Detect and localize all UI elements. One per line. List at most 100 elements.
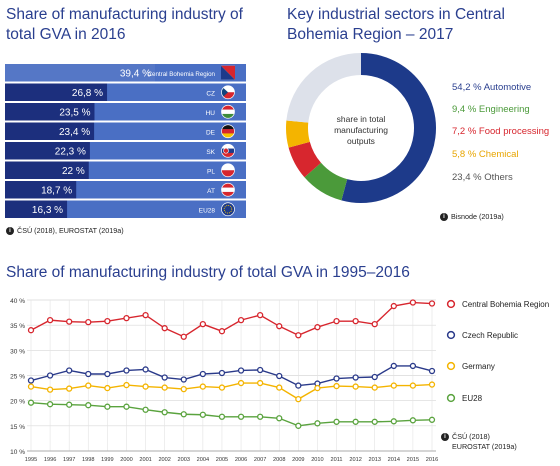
bar: [5, 161, 89, 179]
series-point: [237, 367, 245, 374]
series-point: [428, 367, 436, 375]
x-tick-label: 2008: [273, 457, 285, 463]
flag-ring: [221, 182, 235, 197]
flag-band: [221, 187, 235, 193]
series-point: [352, 374, 359, 381]
legend-label: Central Bohemia Region: [462, 300, 549, 309]
bar-category-label: PL: [207, 169, 215, 176]
series-point: [295, 396, 302, 403]
series-point: [199, 411, 207, 418]
series-line: [30, 365, 433, 387]
bar: [5, 122, 95, 140]
bar: [5, 83, 108, 101]
bar-category-label: EU28: [199, 208, 216, 215]
x-tick-label: 2007: [254, 457, 266, 463]
flag-band: [221, 183, 235, 188]
poland-flag-icon: [221, 163, 235, 178]
x-tick-label: 2016: [426, 457, 438, 463]
x-tick-label: 1996: [44, 457, 56, 463]
bar-value-label: 23,4 %: [59, 127, 90, 138]
flag-field: [221, 202, 235, 216]
x-tick-label: 2013: [368, 457, 380, 463]
x-tick-label: 2001: [139, 457, 151, 463]
x-tick-label: 2012: [349, 457, 361, 463]
series-point: [218, 369, 226, 377]
series-point: [371, 321, 378, 328]
flag-ring: [221, 85, 235, 100]
donut-legend-label: 54,2 % Automotive: [452, 82, 531, 93]
legend-label: Czech Republic: [462, 331, 518, 340]
series-point: [409, 362, 417, 370]
series-point: [390, 362, 397, 370]
flag-band: [221, 113, 235, 119]
flag-emblem: [223, 147, 229, 154]
series-line: [30, 401, 433, 427]
flag-band: [221, 191, 235, 197]
series-point: [314, 420, 321, 427]
series-point: [161, 409, 168, 416]
series-point: [314, 384, 321, 392]
flag-band: [221, 105, 235, 110]
bar: [5, 142, 90, 160]
flag-ring: [221, 104, 235, 119]
series-point: [142, 311, 149, 319]
series-point: [66, 367, 73, 374]
donut-slice: [286, 53, 362, 124]
x-tick-label: 2000: [120, 457, 132, 463]
series-point: [256, 366, 264, 374]
bar-category-label: SK: [206, 149, 215, 156]
bar: [5, 64, 156, 82]
donut-center-text: outputs: [347, 136, 375, 146]
central-bohemia-emblem-icon: [221, 65, 235, 80]
series-point: [142, 383, 149, 390]
series-point: [371, 384, 378, 391]
series-point: [352, 317, 359, 325]
legend-marker: [446, 330, 456, 340]
series-point: [276, 384, 283, 391]
x-tick-label: 2006: [235, 457, 247, 463]
x-tick-label: 2009: [292, 457, 304, 463]
line-source-text-2: EUROSTAT (2019a): [452, 442, 517, 451]
bar-value-label: 18,7 %: [41, 186, 72, 197]
series-point: [104, 384, 111, 392]
series-point: [123, 314, 130, 322]
series-point: [85, 318, 92, 326]
series-point: [409, 417, 417, 424]
series-point: [199, 321, 207, 328]
series-point: [161, 325, 168, 332]
series-point: [276, 323, 283, 330]
series-point: [85, 382, 92, 389]
series-point: [199, 370, 207, 378]
x-tick-label: 2014: [388, 457, 400, 463]
donut-legend-label: 9,4 % Engineering: [452, 104, 530, 115]
eu-flag-icon: [221, 202, 235, 217]
y-tick-label: 40 %: [10, 298, 25, 305]
series-point: [333, 418, 340, 425]
series-point: [237, 413, 245, 420]
line-chart-title: Share of manufacturing industry of total…: [6, 264, 410, 281]
x-tick-label: 2003: [178, 457, 190, 463]
flag: [221, 202, 235, 216]
bar-value-label: 16,3 %: [32, 205, 63, 216]
flag: [221, 105, 235, 119]
bar-chart-source: i ČSÚ (2018), EUROSTAT (2019a): [6, 226, 124, 236]
series-point: [123, 381, 130, 389]
series-point: [352, 383, 359, 390]
donut-center-text: share in total: [337, 114, 386, 124]
series-line: [30, 382, 433, 400]
bar-source-text: ČSÚ (2018), EUROSTAT (2019a): [17, 226, 124, 235]
series-point: [66, 401, 73, 408]
series-point: [27, 399, 35, 406]
info-icon: i: [440, 213, 448, 222]
legend-label: EU28: [462, 394, 483, 403]
flag-band: [221, 129, 235, 134]
flag-band: [221, 144, 235, 149]
series-point: [180, 385, 187, 393]
y-tick-label: 35 %: [10, 323, 25, 330]
flag: [221, 144, 235, 158]
series-point: [104, 403, 111, 410]
series-point: [295, 382, 302, 389]
x-tick-label: 2011: [331, 457, 343, 463]
flag: [221, 183, 235, 197]
series-point: [237, 379, 245, 387]
